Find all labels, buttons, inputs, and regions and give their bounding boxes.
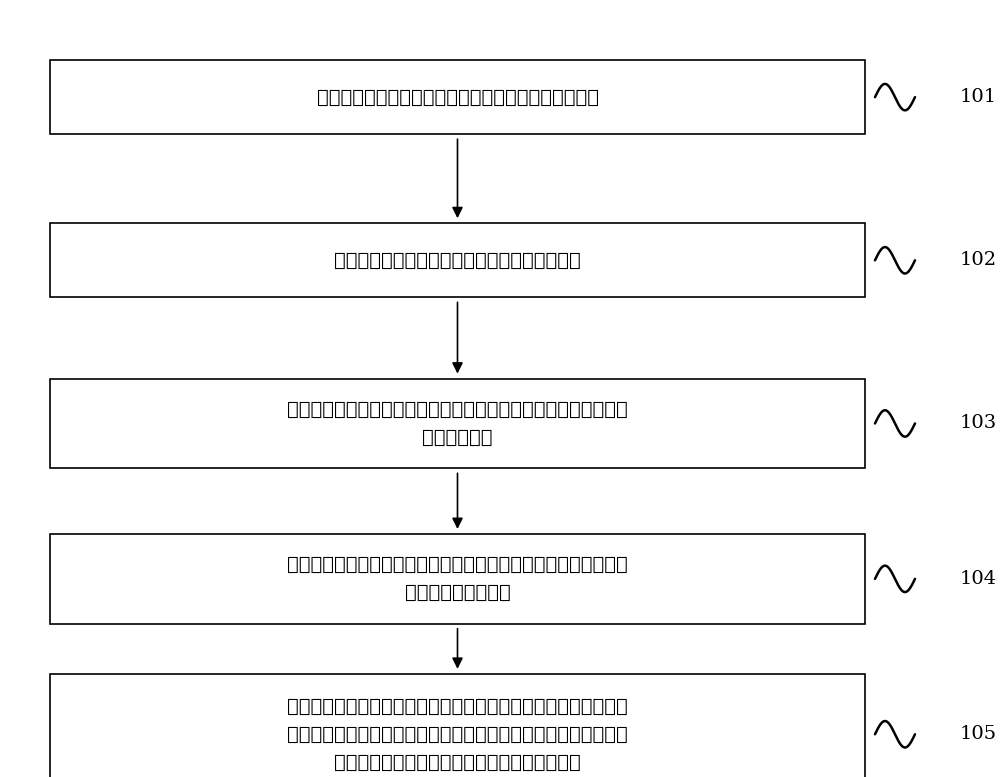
Text: 采用曲线拟合算法分别获取第一复信号和第二复信号的背景信号的
实部信号和虚部信号: 采用曲线拟合算法分别获取第一复信号和第二复信号的背景信号的 实部信号和虚部信号 [287,556,628,602]
Bar [50,378,865,468]
Text: 102: 102 [960,251,997,270]
Text: 测量获取二面角反射器反射的雷达发射信号的回波信号: 测量获取二面角反射器反射的雷达发射信号的回波信号 [316,88,598,106]
Text: 将回波信号分离成同相通道信号和正交通道信号: 将回波信号分离成同相通道信号和正交通道信号 [334,251,581,270]
Bar [50,535,865,623]
Text: 104: 104 [960,570,997,588]
Text: 101: 101 [960,88,997,106]
Bar [50,61,865,134]
Text: 103: 103 [960,414,997,433]
Text: 根据第一复信号的背景信号的实部信号和虚部信号，获得回波信号
的背景信号的实部信号，根据第二复信号的背景信号的实部信号和
虚部信号，获得回波信号的背景信号的虚部信: 根据第一复信号的背景信号的实部信号和虚部信号，获得回波信号 的背景信号的实部信号… [287,697,628,772]
Text: 采用同相通道信号重构获取第一复信号，采用正交通道信号重构获
取第二复信号: 采用同相通道信号重构获取第一复信号，采用正交通道信号重构获 取第二复信号 [287,400,628,447]
Bar [50,674,865,777]
Bar [50,224,865,297]
Text: 105: 105 [960,725,997,744]
